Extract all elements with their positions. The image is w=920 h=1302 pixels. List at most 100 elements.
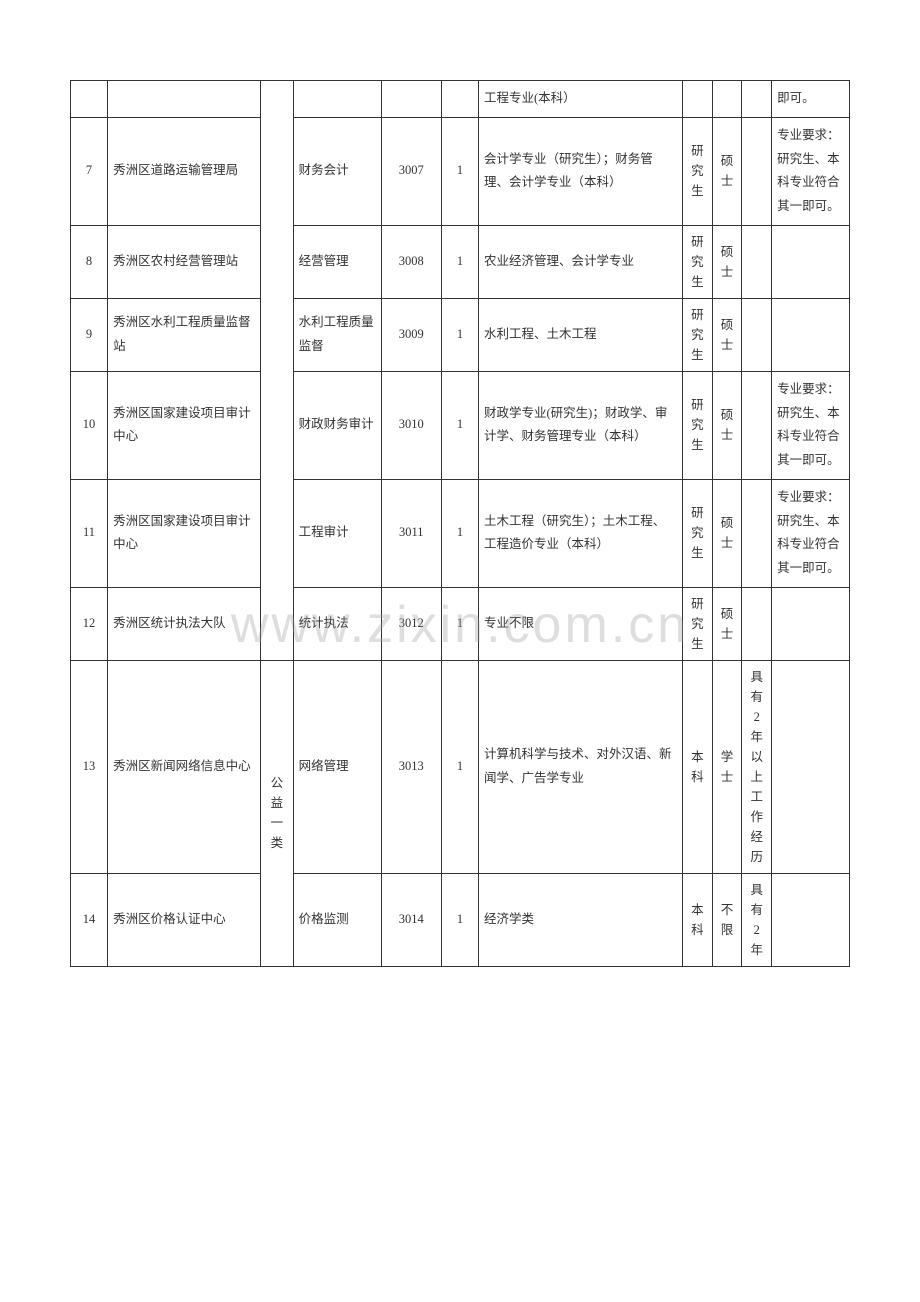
cell-seq: 9 bbox=[71, 298, 108, 371]
cell-req: 具有2年以上工作经历 bbox=[742, 660, 772, 873]
cell-count: 1 bbox=[441, 873, 478, 966]
table-row: 8 秀洲区农村经营管理站 经营管理 3008 1 农业经济管理、会计学专业 研究… bbox=[71, 225, 850, 298]
table-row: 10 秀洲区国家建设项目审计中心 财政财务审计 3010 1 财政学专业(研究生… bbox=[71, 371, 850, 479]
cell-count: 1 bbox=[441, 117, 478, 225]
cell-req bbox=[742, 81, 772, 118]
table-row: 7 秀洲区道路运输管理局 财务会计 3007 1 会计学专业（研究生）；财务管理… bbox=[71, 117, 850, 225]
cell-degree: 硕士 bbox=[712, 587, 742, 660]
cell-unit: 秀洲区道路运输管理局 bbox=[108, 117, 261, 225]
cell-code: 3011 bbox=[381, 479, 441, 587]
cell-degree: 硕士 bbox=[712, 371, 742, 479]
table-row: 9 秀洲区水利工程质量监督站 水利工程质量监督 3009 1 水利工程、土木工程… bbox=[71, 298, 850, 371]
cell-seq: 14 bbox=[71, 873, 108, 966]
cell-req bbox=[742, 117, 772, 225]
cell-unit: 秀洲区价格认证中心 bbox=[108, 873, 261, 966]
cell-req bbox=[742, 479, 772, 587]
cell-degree: 硕士 bbox=[712, 479, 742, 587]
cell-type-group1 bbox=[261, 81, 293, 661]
cell-degree: 硕士 bbox=[712, 225, 742, 298]
cell-edu: 研究生 bbox=[683, 298, 713, 371]
cell-code: 3008 bbox=[381, 225, 441, 298]
cell-code bbox=[381, 81, 441, 118]
cell-degree: 硕士 bbox=[712, 298, 742, 371]
cell-req bbox=[742, 371, 772, 479]
cell-req bbox=[742, 587, 772, 660]
cell-seq bbox=[71, 81, 108, 118]
cell-degree bbox=[712, 81, 742, 118]
cell-degree: 不限 bbox=[712, 873, 742, 966]
cell-remark: 即可。 bbox=[772, 81, 850, 118]
cell-edu: 本科 bbox=[683, 660, 713, 873]
cell-count: 1 bbox=[441, 298, 478, 371]
cell-remark bbox=[772, 873, 850, 966]
cell-code: 3014 bbox=[381, 873, 441, 966]
cell-position: 财政财务审计 bbox=[293, 371, 381, 479]
cell-major: 会计学专业（研究生）；财务管理、会计学专业（本科） bbox=[479, 117, 683, 225]
cell-unit: 秀洲区国家建设项目审计中心 bbox=[108, 479, 261, 587]
cell-seq: 13 bbox=[71, 660, 108, 873]
cell-code: 3010 bbox=[381, 371, 441, 479]
cell-major: 土木工程（研究生）；土木工程、工程造价专业（本科） bbox=[479, 479, 683, 587]
cell-major: 财政学专业(研究生)；财政学、审计学、财务管理专业（本科） bbox=[479, 371, 683, 479]
cell-remark bbox=[772, 225, 850, 298]
cell-remark: 专业要求：研究生、本科专业符合其一即可。 bbox=[772, 479, 850, 587]
cell-req bbox=[742, 298, 772, 371]
cell-edu: 研究生 bbox=[683, 587, 713, 660]
cell-count: 1 bbox=[441, 371, 478, 479]
cell-major: 经济学类 bbox=[479, 873, 683, 966]
cell-degree: 硕士 bbox=[712, 117, 742, 225]
cell-unit: 秀洲区水利工程质量监督站 bbox=[108, 298, 261, 371]
positions-table: 工程专业(本科） 即可。 7 秀洲区道路运输管理局 财务会计 3007 1 会计… bbox=[70, 80, 850, 967]
cell-edu: 研究生 bbox=[683, 225, 713, 298]
cell-position: 财务会计 bbox=[293, 117, 381, 225]
cell-remark: 专业要求：研究生、本科专业符合其一即可。 bbox=[772, 371, 850, 479]
table-row: 12 秀洲区统计执法大队 统计执法 3012 1 专业不限 研究生 硕士 bbox=[71, 587, 850, 660]
cell-count bbox=[441, 81, 478, 118]
cell-req: 具有2年 bbox=[742, 873, 772, 966]
cell-seq: 12 bbox=[71, 587, 108, 660]
cell-remark bbox=[772, 660, 850, 873]
table-row: 工程专业(本科） 即可。 bbox=[71, 81, 850, 118]
cell-unit: 秀洲区统计执法大队 bbox=[108, 587, 261, 660]
cell-major: 工程专业(本科） bbox=[479, 81, 683, 118]
cell-code: 3007 bbox=[381, 117, 441, 225]
cell-unit: 秀洲区新闻网络信息中心 bbox=[108, 660, 261, 873]
cell-remark bbox=[772, 587, 850, 660]
cell-remark bbox=[772, 298, 850, 371]
cell-seq: 8 bbox=[71, 225, 108, 298]
cell-position: 工程审计 bbox=[293, 479, 381, 587]
cell-code: 3009 bbox=[381, 298, 441, 371]
table-row: 14 秀洲区价格认证中心 价格监测 3014 1 经济学类 本科 不限 具有2年 bbox=[71, 873, 850, 966]
cell-position: 水利工程质量监督 bbox=[293, 298, 381, 371]
cell-edu: 研究生 bbox=[683, 117, 713, 225]
cell-major: 专业不限 bbox=[479, 587, 683, 660]
cell-count: 1 bbox=[441, 479, 478, 587]
cell-position: 价格监测 bbox=[293, 873, 381, 966]
cell-position bbox=[293, 81, 381, 118]
cell-major: 水利工程、土木工程 bbox=[479, 298, 683, 371]
cell-position: 网络管理 bbox=[293, 660, 381, 873]
cell-major: 农业经济管理、会计学专业 bbox=[479, 225, 683, 298]
cell-unit bbox=[108, 81, 261, 118]
table-row: 11 秀洲区国家建设项目审计中心 工程审计 3011 1 土木工程（研究生）；土… bbox=[71, 479, 850, 587]
cell-code: 3013 bbox=[381, 660, 441, 873]
cell-count: 1 bbox=[441, 660, 478, 873]
cell-seq: 7 bbox=[71, 117, 108, 225]
cell-unit: 秀洲区国家建设项目审计中心 bbox=[108, 371, 261, 479]
cell-seq: 10 bbox=[71, 371, 108, 479]
table-row: 13 秀洲区新闻网络信息中心 公益一类 网络管理 3013 1 计算机科学与技术… bbox=[71, 660, 850, 873]
cell-remark: 专业要求：研究生、本科专业符合其一即可。 bbox=[772, 117, 850, 225]
cell-edu: 研究生 bbox=[683, 479, 713, 587]
cell-code: 3012 bbox=[381, 587, 441, 660]
cell-major: 计算机科学与技术、对外汉语、新闻学、广告学专业 bbox=[479, 660, 683, 873]
cell-position: 经营管理 bbox=[293, 225, 381, 298]
cell-type-group2: 公益一类 bbox=[261, 660, 293, 966]
cell-count: 1 bbox=[441, 225, 478, 298]
cell-edu bbox=[683, 81, 713, 118]
cell-count: 1 bbox=[441, 587, 478, 660]
cell-degree: 学士 bbox=[712, 660, 742, 873]
cell-edu: 本科 bbox=[683, 873, 713, 966]
cell-unit: 秀洲区农村经营管理站 bbox=[108, 225, 261, 298]
cell-position: 统计执法 bbox=[293, 587, 381, 660]
cell-req bbox=[742, 225, 772, 298]
